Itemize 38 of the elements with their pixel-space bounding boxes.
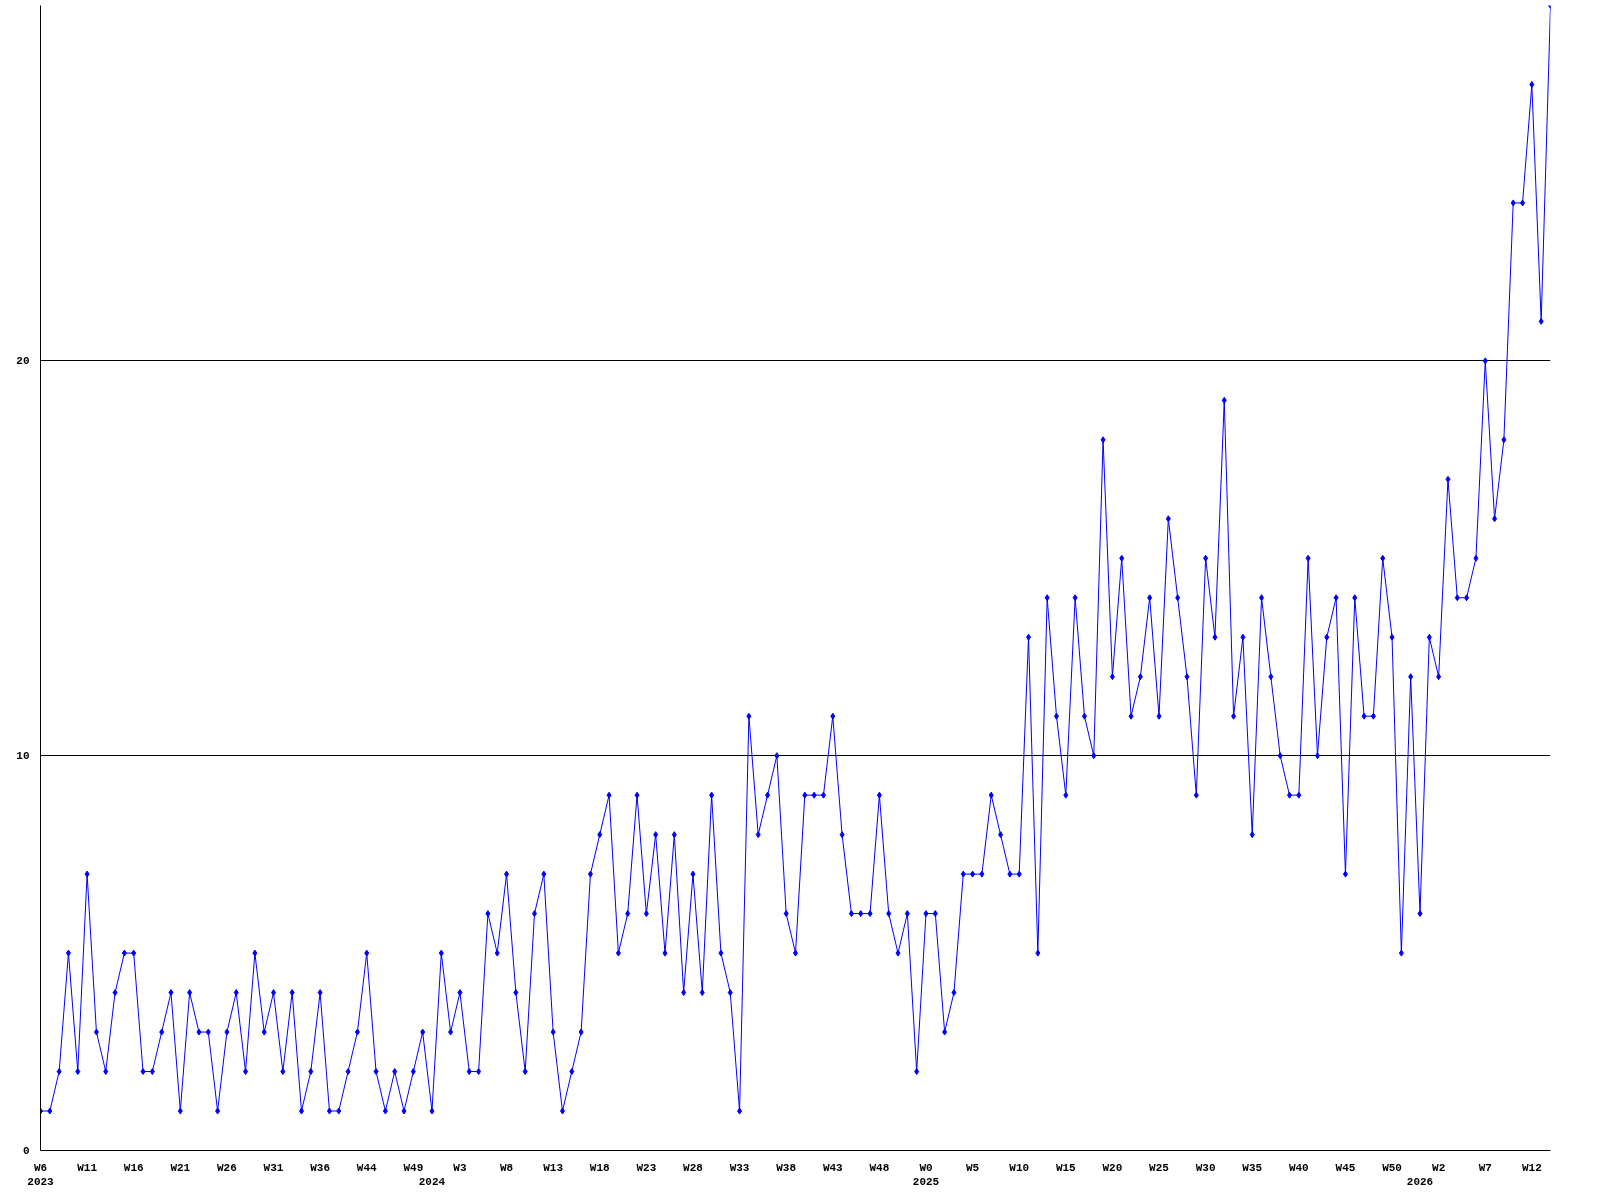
x-tick-label: W43 (822, 1161, 844, 1174)
x-tick-label: W0 2025 (912, 1161, 940, 1188)
x-tick-label: W44 (356, 1161, 378, 1174)
x-tick-label: W23 (636, 1161, 657, 1174)
x-tick-label: W18 (589, 1161, 611, 1174)
x-tick-label: W30 (1195, 1161, 1216, 1174)
x-tick-label: W33 (729, 1161, 750, 1174)
y-tick-label: 10 (16, 750, 30, 763)
x-tick-label: W20 (1102, 1161, 1123, 1174)
x-tick-label: W26 (217, 1161, 237, 1174)
x-tick-label: 2024 (418, 1175, 446, 1188)
x-tick-label: W2 (1432, 1161, 1446, 1174)
x-tick-label: W10 (1009, 1161, 1030, 1174)
x-tick-label: W25 (1149, 1161, 1170, 1174)
x-tick-label: W48 (869, 1161, 890, 1174)
x-tick-label: W5 (966, 1161, 980, 1174)
x-tick-label: W31 (263, 1161, 284, 1174)
x-tick-label: W6 2023 (27, 1161, 55, 1188)
x-tick-label: W28 (683, 1161, 704, 1174)
x-tick-label: W45 (1335, 1161, 1356, 1174)
x-tick-label: 2026 (1406, 1175, 1434, 1188)
x-tick-label: W38 (776, 1161, 797, 1174)
y-tick-label: 20 (16, 355, 30, 368)
x-tick-label: W12 (1521, 1161, 1542, 1174)
x-tick-label: W50 (1382, 1161, 1402, 1174)
x-tick-label: W3 (453, 1161, 467, 1174)
x-tick-label: W49 (403, 1161, 424, 1174)
x-tick-label: W15 (1055, 1161, 1077, 1174)
x-tick-label: W11 (77, 1161, 98, 1174)
x-tick-label: W40 (1288, 1161, 1309, 1174)
x-tick-label: W13 (543, 1161, 564, 1174)
x-tick-label: W7 (1478, 1161, 1492, 1174)
x-tick-label: W35 (1242, 1161, 1263, 1174)
x-tick-label: W36 (310, 1161, 331, 1174)
x-tick-label: W21 (170, 1161, 191, 1174)
y-tick-label: 0 (22, 1145, 30, 1157)
x-tick-label: W8 (499, 1161, 514, 1174)
x-tick-label: W16 (123, 1161, 144, 1174)
